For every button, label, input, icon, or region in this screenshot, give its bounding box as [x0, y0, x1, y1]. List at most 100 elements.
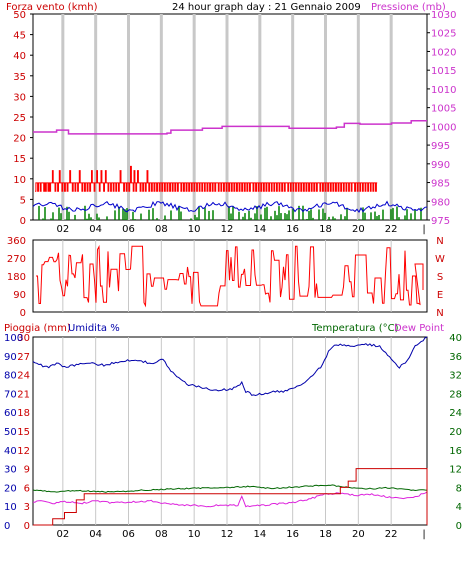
- pressure-tick-label: 1020: [431, 47, 456, 58]
- humidity-tick-label: 40: [4, 446, 17, 457]
- wind-tick-label: 45: [13, 31, 26, 42]
- hour-tick-label: 18: [319, 529, 332, 540]
- pressure-tick-label: 990: [431, 160, 450, 171]
- rain-tick-label: 27: [17, 352, 30, 363]
- hour-tick-label: 08: [155, 224, 168, 235]
- dew-point-label: Dew Point: [394, 323, 444, 334]
- temperature-label: Temperatura (°C): [311, 323, 399, 334]
- hour-tick-label: 18: [319, 224, 332, 235]
- pressure-tick-label: 985: [431, 179, 450, 190]
- direction-tick-label: 360: [7, 236, 26, 247]
- hour-tick-label: 22: [385, 224, 398, 235]
- wind-tick-label: 15: [13, 154, 26, 165]
- wind-average-line: [32, 200, 428, 213]
- compass-tick-label: W: [435, 254, 445, 265]
- dew-point-line: [32, 491, 428, 508]
- rain-tick-label: 30: [17, 333, 30, 344]
- wind-direction-line: [36, 244, 424, 308]
- humidity-axis: 0 10 20 30 40 50 60 70 80 90 100: [4, 333, 23, 532]
- hour-tick-label: 14: [253, 529, 266, 540]
- humidity-tick-label: 80: [4, 371, 17, 382]
- pressure-tick-label: 995: [431, 141, 450, 152]
- humidity-tick-label: 100: [4, 333, 23, 344]
- temperature-tick-label: 20: [449, 427, 462, 438]
- hour-tick-label: 20: [352, 224, 365, 235]
- temperature-line: [32, 484, 428, 493]
- humidity-tick-label: 30: [4, 465, 17, 476]
- humidity-tick-label: 90: [4, 352, 17, 363]
- humidity-line: [32, 336, 428, 397]
- wind-tick-label: 40: [13, 51, 26, 62]
- temperature-tick-label: 0: [456, 521, 462, 532]
- wind-gust-line: [35, 165, 378, 192]
- rain-tick-label: 12: [17, 446, 30, 457]
- direction-tick-label: 0: [20, 308, 26, 319]
- pressure-tick-label: 1010: [431, 85, 456, 96]
- pressure-tick-label: 1025: [431, 29, 456, 40]
- hour-axis-top: 02 04 06 08 10 12 14 16 18 20 22 |: [56, 224, 425, 235]
- hour-tick-label: 20: [352, 529, 365, 540]
- direction-tick-label: 270: [7, 254, 26, 265]
- temperature-tick-label: 4: [456, 502, 462, 513]
- hour-tick-label: |: [422, 529, 425, 540]
- rain-tick-label: 9: [24, 465, 30, 476]
- pressure-line: [33, 119, 427, 135]
- wind-speed-label: Forza vento (kmh): [6, 2, 98, 13]
- compass-tick-label: E: [437, 290, 443, 301]
- hour-tick-label: 06: [122, 224, 135, 235]
- wind-direction-marks: [36, 244, 424, 308]
- pressure-tick-label: 975: [431, 216, 450, 227]
- compass-tick-label: N: [436, 308, 443, 319]
- hour-tick-label: 10: [188, 529, 201, 540]
- compass-tick-label: S: [437, 272, 443, 283]
- humidity-tick-label: 10: [4, 502, 17, 513]
- temperature-tick-label: 24: [449, 408, 462, 419]
- wind-tick-label: 30: [13, 92, 26, 103]
- wind-direction-grid: [62, 240, 392, 312]
- rain-humidity-temp-marks: [32, 336, 428, 526]
- wind-degree-axis: 0 90 180 270 360: [7, 236, 26, 319]
- wind-tick-label: 0: [20, 216, 26, 227]
- hour-tick-label: 02: [56, 224, 69, 235]
- hour-tick-label: 04: [89, 529, 102, 540]
- hour-tick-label: |: [422, 224, 425, 235]
- temperature-tick-label: 28: [449, 389, 462, 400]
- temperature-tick-label: 12: [449, 465, 462, 476]
- temperature-axis: 0 4 8 12 16 20 24 28 32 36 40: [449, 333, 462, 532]
- wind-tick-label: 10: [13, 175, 26, 186]
- hour-tick-label: 12: [221, 224, 234, 235]
- wind-tick-label: 25: [13, 113, 26, 124]
- humidity-tick-label: 60: [4, 408, 17, 419]
- hour-tick-label: 16: [286, 529, 299, 540]
- temperature-tick-label: 40: [449, 333, 462, 344]
- pressure-tick-label: 1015: [431, 66, 456, 77]
- rain-line: [33, 468, 428, 526]
- hour-tick-label: 12: [221, 529, 234, 540]
- hour-tick-label: 08: [155, 529, 168, 540]
- rain-tick-label: 24: [17, 371, 30, 382]
- temperature-tick-label: 36: [449, 352, 462, 363]
- graph-title: 24 hour graph day : 21 Gennaio 2009: [172, 2, 361, 13]
- wind-tick-label: 5: [20, 195, 26, 206]
- wind-speed-axis: 0 5 10 15 20 25 30 35 40 45 50: [13, 10, 33, 227]
- rain-tick-label: 6: [24, 483, 30, 494]
- rain-tick-label: 21: [17, 389, 30, 400]
- hour-tick-label: 04: [89, 224, 102, 235]
- wind-pressure-marks: [32, 119, 428, 220]
- rain-tick-label: 15: [17, 427, 30, 438]
- rain-tick-label: 18: [17, 408, 30, 419]
- temperature-tick-label: 32: [449, 371, 462, 382]
- rain-tick-label: 0: [24, 521, 30, 532]
- wind-tick-label: 50: [13, 10, 26, 21]
- wind-tick-label: 20: [13, 134, 26, 145]
- temperature-tick-label: 8: [456, 483, 462, 494]
- wind-tick-label: 35: [13, 72, 26, 83]
- pressure-tick-label: 1000: [431, 122, 456, 133]
- humidity-tick-label: 50: [4, 427, 17, 438]
- pressure-label: Pressione (mb): [371, 2, 446, 13]
- hour-tick-label: 02: [56, 529, 69, 540]
- humidity-label: Umidita %: [68, 323, 120, 334]
- hour-tick-label: 16: [286, 224, 299, 235]
